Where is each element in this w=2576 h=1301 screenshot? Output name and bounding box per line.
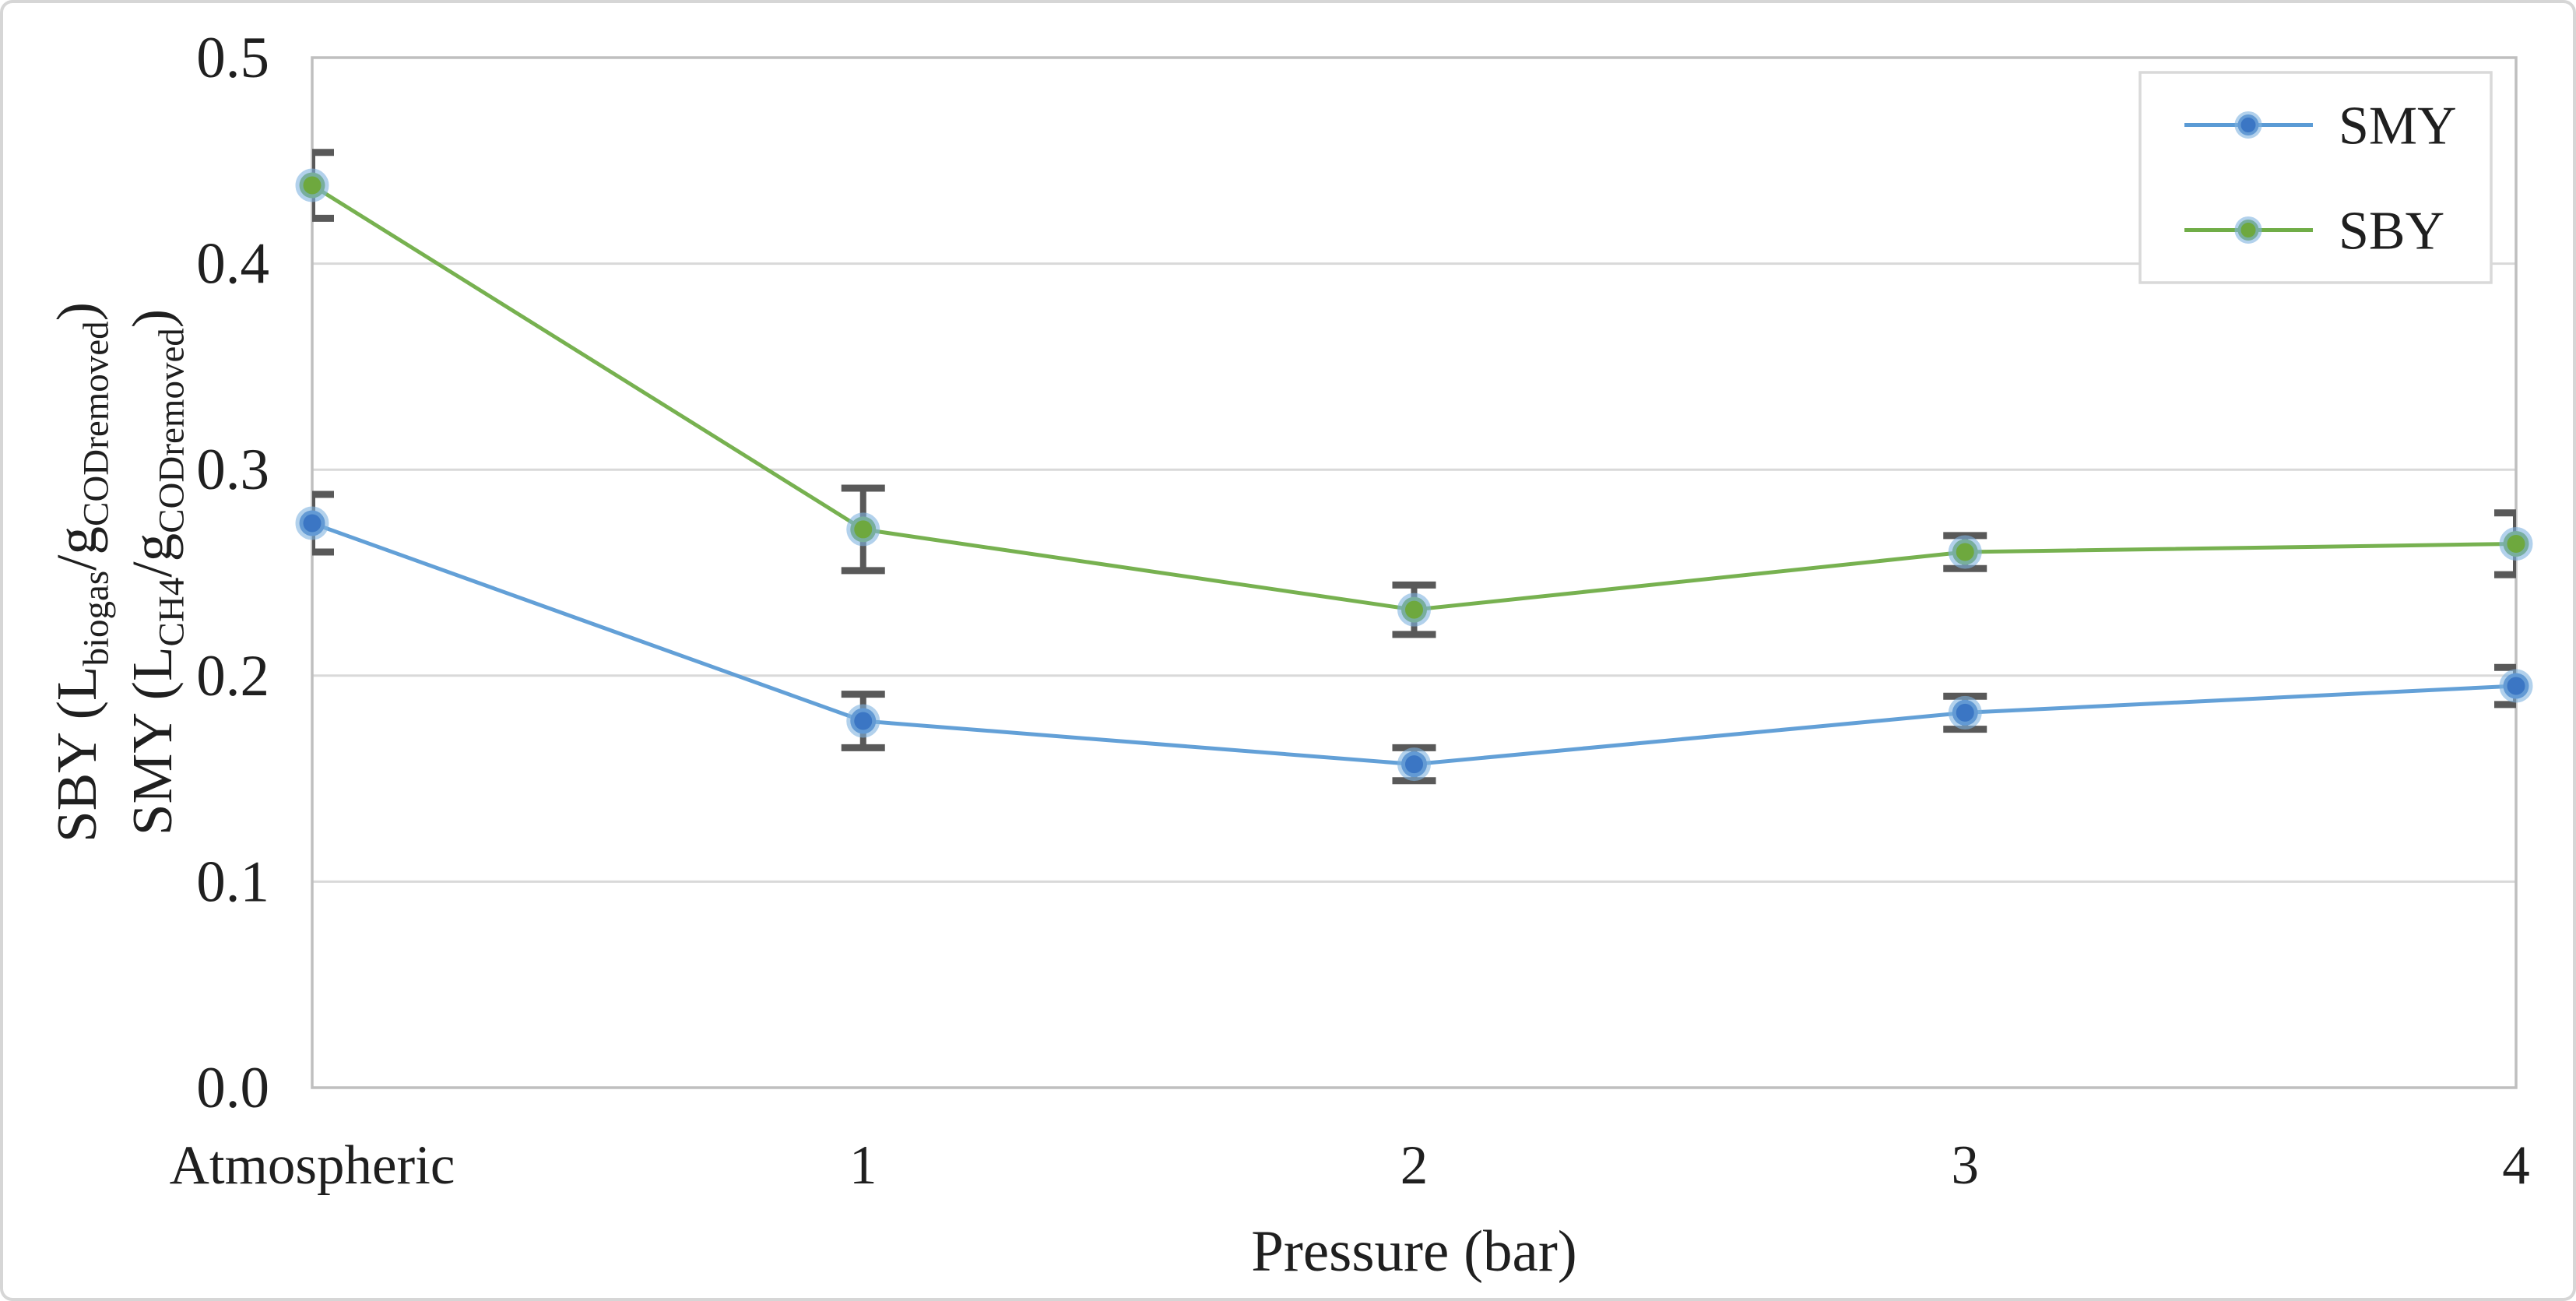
x-tick-label: 4 [2502, 1135, 2530, 1196]
marker-smy-1 [846, 704, 880, 738]
marker-smy-0 [295, 506, 329, 540]
error-bar-sby-4 [2494, 509, 2516, 578]
marker-sby-2 [1397, 592, 1431, 627]
y-axis-title-subscript: CH4 [151, 577, 192, 647]
marker-smy-3 [1948, 695, 1982, 730]
error-bar-sby-0 [312, 149, 334, 222]
marker-sby-1 [846, 512, 880, 547]
line-chart: 0.0 0.1 0.2 0.3 0.4 0.5 Atmospheric 1 2 3 4 Pressur… [170, 26, 2533, 1284]
error-bar-smy-4 [2494, 663, 2516, 709]
y-axis-title-line: SBY (Lbiogas/gCODremoved) [39, 27, 117, 1117]
y-axis-title: SBY (Lbiogas/gCODremoved) SMY (LCH4/gCODr… [39, 27, 192, 1117]
y-axis-title-subscript: CODremoved [151, 328, 192, 533]
y-axis-title-subscript: biogas [76, 570, 117, 666]
error-bar-smy-0 [312, 491, 334, 556]
y-tick-label: 0.4 [196, 232, 269, 297]
x-axis-title: Pressure (bar) [1251, 1219, 1577, 1284]
legend-marker [2234, 216, 2262, 244]
x-tick-label: 2 [1400, 1135, 1429, 1196]
legend-label: SMY [2339, 97, 2457, 156]
series-line-smy [311, 521, 2517, 767]
y-axis-title-line: SMY (LCH4/gCODremoved) [114, 27, 192, 1117]
y-tick-label: 0.0 [196, 1056, 269, 1120]
legend-label: SBY [2339, 202, 2444, 262]
legend: SMY SBY [2138, 71, 2493, 284]
legend-marker [2234, 111, 2262, 139]
x-tick-label: Atmospheric [170, 1135, 455, 1196]
marker-smy-2 [1397, 747, 1431, 782]
y-axis-title-text: SBY (L [45, 666, 108, 842]
legend-item-smy: SMY [2184, 97, 2457, 156]
marker-smy-4 [2499, 669, 2533, 703]
y-axis-title-text: /g [121, 533, 184, 578]
y-axis-title-subscript: CODremoved [76, 321, 117, 527]
y-tick-label: 0.5 [196, 26, 269, 90]
marker-sby-4 [2499, 526, 2533, 561]
marker-sby-3 [1948, 535, 1982, 569]
y-tick-label: 0.3 [196, 438, 269, 502]
y-tick-label: 0.2 [196, 644, 269, 709]
legend-item-sby: SBY [2184, 202, 2444, 262]
y-axis-title-text: ) [121, 308, 184, 329]
marker-sby-0 [295, 168, 329, 202]
y-tick-label: 0.1 [196, 849, 269, 914]
y-axis-title-text: SMY (L [121, 646, 184, 836]
legend-box [2138, 71, 2493, 284]
y-axis-title-text: /g [45, 526, 108, 571]
x-tick-label: 1 [849, 1135, 877, 1196]
y-axis-title-text: ) [45, 302, 108, 322]
x-tick-label: 3 [1952, 1135, 1980, 1196]
